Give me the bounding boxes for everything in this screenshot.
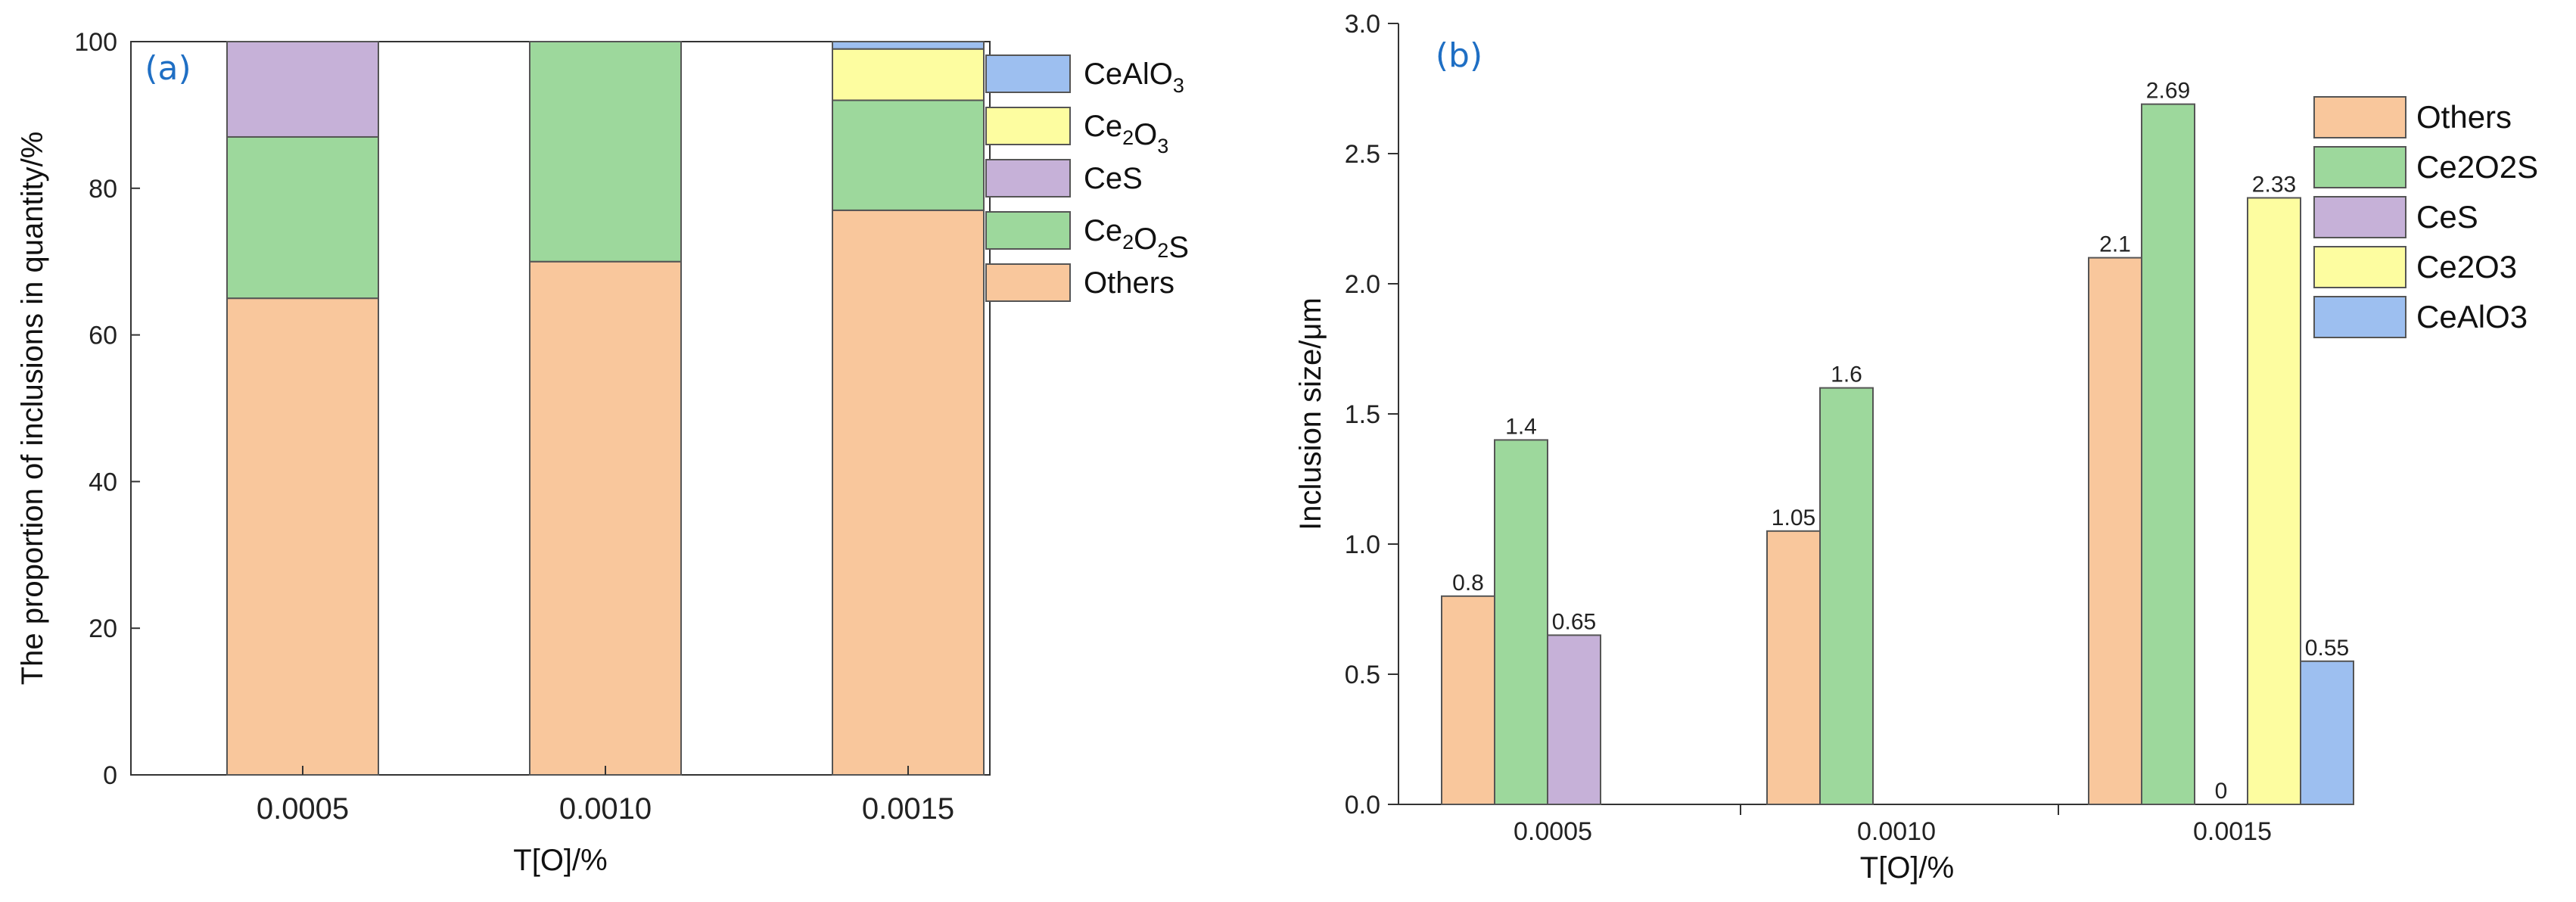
legend-swatch-0	[2313, 96, 2406, 138]
bar-others-0-0005	[1441, 595, 1495, 805]
legend-text-part: Ce	[1084, 110, 1122, 143]
legend-swatch-4	[2313, 296, 2406, 338]
legend-subscript: 3	[1173, 74, 1184, 97]
legend-text-part: Ce	[1084, 214, 1122, 247]
x-tick-label-0-0015: 0.0015	[862, 792, 954, 826]
bar-ces-0-0005	[1547, 634, 1601, 806]
y-tick-label-3-0: 3.0	[1345, 10, 1380, 39]
data-label-ces-0-0005: 0.65	[1552, 609, 1596, 634]
bar-cealo3-0-0015	[2300, 660, 2354, 805]
data-label-ce2o2s-0-0015: 2.69	[2146, 79, 2190, 104]
y-tick-label-2-5: 2.5	[1345, 140, 1380, 169]
data-label-others-0-0005: 0.8	[1452, 571, 1484, 596]
legend-subscript: 2	[1157, 239, 1168, 262]
bar-ces-0-0005	[226, 41, 379, 138]
bar-ce2o3-0-0015	[832, 48, 985, 101]
x-tick-label-0-0015: 0.0015	[2193, 817, 2272, 846]
bar-others-0-0010	[529, 260, 682, 776]
y-tick-label-2-0: 2.0	[1345, 270, 1380, 299]
data-label-cealo3-0-0015: 0.55	[2305, 636, 2349, 661]
y-tick-label-60: 60	[89, 322, 117, 350]
legend-label-4: Others	[1084, 266, 1174, 300]
y-tick-label-100: 100	[74, 28, 117, 57]
bar-others-0-0010	[1766, 530, 1821, 805]
legend-swatch-2	[2313, 196, 2406, 238]
y-tick-label-0-0: 0.0	[1345, 791, 1380, 820]
bar-ce2o2s-0-0015	[2141, 103, 2195, 805]
data-label-ce2o3-0-0015: 2.33	[2252, 172, 2296, 197]
data-label-others-0-0015: 2.1	[2099, 232, 2131, 257]
legend-swatch-3	[2313, 246, 2406, 288]
y-tick-label-0-5: 0.5	[1345, 661, 1380, 689]
bar-others-0-0015	[832, 209, 985, 776]
x-axis-title: T[O]/%	[1860, 851, 1954, 885]
y-tick-label-20: 20	[89, 614, 117, 643]
legend-label-1: Ce2O2S	[2416, 149, 2538, 185]
bar-others-0-0005	[226, 297, 379, 776]
bar-cealo3-0-0015	[832, 41, 985, 50]
x-tick-label-0-0010: 0.0010	[1857, 817, 1936, 846]
bar-ce2o2s-0-0005	[226, 135, 379, 300]
legend-label-1: Ce2O3	[1084, 110, 1168, 157]
legend-swatch-3	[985, 211, 1071, 250]
panel-label-a: (a)	[145, 49, 191, 88]
legend-text-part: CeAlO	[1084, 58, 1173, 91]
legend-subscript: 2	[1122, 231, 1134, 253]
legend-text-part: Others	[1084, 266, 1174, 300]
x-tick-label-0-0005: 0.0005	[1514, 817, 1592, 846]
data-label-ce2o2s-0-0005: 1.4	[1505, 414, 1537, 439]
y-axis-title: Inclusion size/μm	[1294, 297, 1327, 530]
y-tick-label-40: 40	[89, 468, 117, 496]
bar-others-0-0015	[2088, 257, 2142, 806]
x-tick-label-0-0010: 0.0010	[559, 792, 652, 826]
legend-label-2: CeS	[1084, 162, 1143, 195]
legend-label-0: Others	[2416, 99, 2512, 135]
legend-label-2: CeS	[2416, 199, 2478, 235]
chart-a: 0 20 40 60 80 100 0.0005 0.0010 0.0015 T[O]/% The …	[16, 28, 1189, 877]
data-label-others-0-0010: 1.05	[1772, 505, 1815, 530]
legend-label-3: Ce2O2S	[1084, 214, 1189, 264]
bar-ce2o2s-0-0005	[1494, 439, 1548, 806]
legend-subscript: 3	[1157, 135, 1168, 157]
legend-label-3: Ce2O3	[2416, 249, 2517, 285]
data-label-ce2o2s-0-0010: 1.6	[1831, 362, 1862, 387]
chart-b: 0.0 0.5 1.0 1.5 2.0 2.5 3.0 0.8 1.4 0.65 1.05 1.6 2.…	[1294, 10, 2538, 885]
legend-text-part: CeS	[1084, 162, 1143, 195]
y-tick-label-1-5: 1.5	[1345, 400, 1380, 429]
legend-swatch-2	[985, 159, 1071, 198]
legend-swatch-4	[985, 263, 1071, 302]
legend-label-0: CeAlO3	[1084, 58, 1184, 97]
y-tick-label-80: 80	[89, 175, 117, 204]
legend-swatch-1	[985, 107, 1071, 145]
x-tick-label-0-0005: 0.0005	[257, 792, 349, 826]
legend-subscript: 2	[1122, 126, 1134, 149]
y-tick-label-1-0: 1.0	[1345, 530, 1380, 559]
legend-label-4: CeAlO3	[2416, 299, 2528, 334]
legend-swatch-0	[985, 54, 1071, 93]
y-axis-title: The proportion of inclusions in quantity…	[16, 132, 49, 686]
legend-swatch-1	[2313, 146, 2406, 188]
bar-ce2o2s-0-0010	[529, 41, 682, 263]
data-label-ces-0-0015: 0	[2215, 779, 2228, 804]
legend-text-part: O	[1134, 222, 1157, 256]
bar-ce2o2s-0-0010	[1819, 387, 1874, 805]
legend-text-part: O	[1134, 118, 1157, 151]
legend-text-part: S	[1168, 231, 1189, 264]
bar-ce2o2s-0-0015	[832, 99, 985, 211]
bar-ce2o3-0-0015	[2247, 197, 2301, 806]
panel-label-b: (b)	[1436, 36, 1482, 75]
x-axis-title: T[O]/%	[513, 844, 607, 877]
y-tick-label-0: 0	[103, 761, 117, 790]
